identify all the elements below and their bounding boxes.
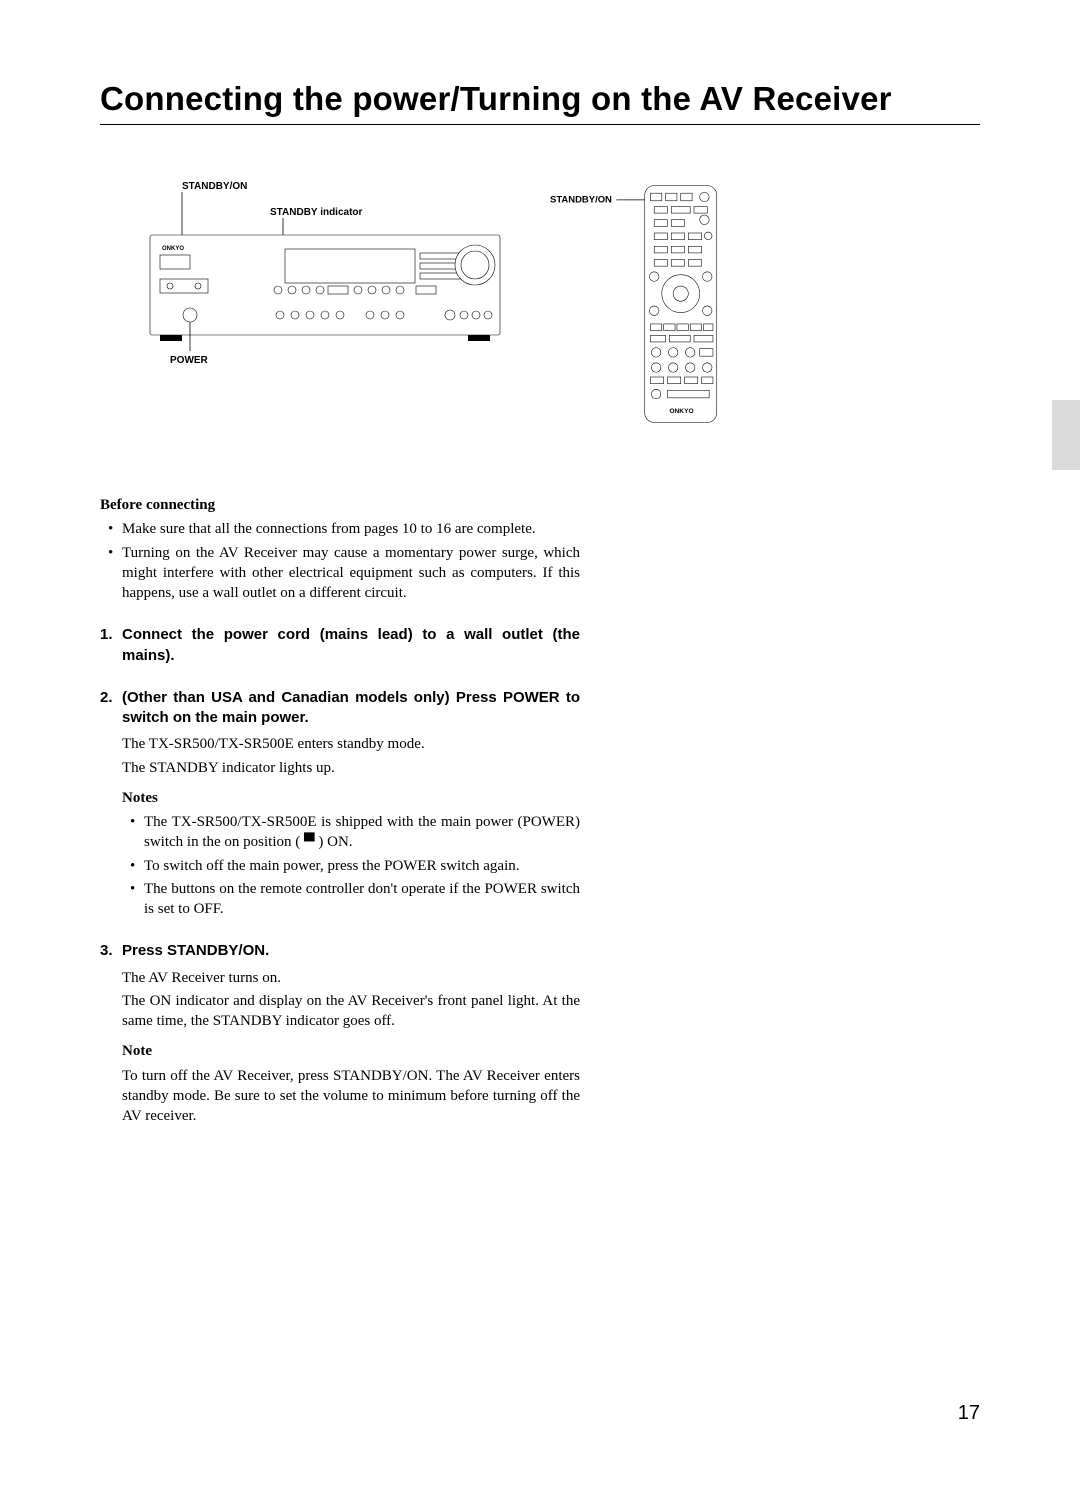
step-para: The AV Receiver turns on. (122, 968, 580, 988)
step-head-text: (Other than USA and Canadian models only… (122, 688, 580, 729)
note-item: To switch off the main power, press the … (144, 856, 580, 876)
brand-text: ONKYO (162, 246, 184, 252)
step-2-body: The TX-SR500/TX-SR500E enters standby mo… (122, 734, 580, 919)
before-bullets: Make sure that all the connections from … (122, 519, 580, 603)
step-num: 1. (100, 625, 122, 666)
step-3-head: 3. Press STANDBY/ON. (100, 941, 580, 961)
page-title: Connecting the power/Turning on the AV R… (100, 80, 980, 125)
before-heading: Before connecting (100, 495, 580, 515)
figure-row: STANDBY/ON STANDBY indicator ONKYO (100, 175, 980, 435)
note-para: To turn off the AV Receiver, press STAND… (122, 1066, 580, 1127)
bullet-item: Make sure that all the connections from … (122, 519, 580, 539)
step-num: 3. (100, 941, 122, 961)
receiver-figure: STANDBY/ON STANDBY indicator ONKYO (140, 175, 510, 435)
step-para: The STANDBY indicator lights up. (122, 758, 580, 778)
bullet-item: Turning on the AV Receiver may cause a m… (122, 543, 580, 604)
note-item: The buttons on the remote controller don… (144, 879, 580, 920)
remote-figure: STANDBY/ON (550, 175, 730, 435)
step-2-notes: The TX-SR500/TX-SR500E is shipped with t… (144, 812, 580, 919)
body-content: Before connecting Make sure that all the… (100, 495, 580, 1126)
step-3-body: The AV Receiver turns on. The ON indicat… (122, 968, 580, 1127)
thumb-tab (1052, 400, 1080, 470)
remote-brand: ONKYO (669, 408, 693, 415)
note-item: The TX-SR500/TX-SR500E is shipped with t… (144, 812, 580, 853)
receiver-svg: STANDBY/ON STANDBY indicator ONKYO (140, 175, 510, 375)
label-power: POWER (170, 355, 209, 366)
step-para: The ON indicator and display on the AV R… (122, 991, 580, 1032)
note-heading: Note (122, 1041, 580, 1061)
step-num: 2. (100, 688, 122, 729)
label-standby-on: STANDBY/ON (182, 181, 247, 192)
step-1-head: 1. Connect the power cord (mains lead) t… (100, 625, 580, 666)
step-para: The TX-SR500/TX-SR500E enters standby mo… (122, 734, 580, 754)
step-head-text: Press STANDBY/ON. (122, 941, 269, 961)
remote-svg: STANDBY/ON (550, 175, 730, 435)
step-head-text: Connect the power cord (mains lead) to a… (122, 625, 580, 666)
remote-label-standby: STANDBY/ON (550, 195, 612, 206)
label-standby-indicator: STANDBY indicator (270, 207, 363, 218)
step-2-head: 2. (Other than USA and Canadian models o… (100, 688, 580, 729)
page-number: 17 (958, 1402, 980, 1425)
notes-heading: Notes (122, 788, 580, 808)
